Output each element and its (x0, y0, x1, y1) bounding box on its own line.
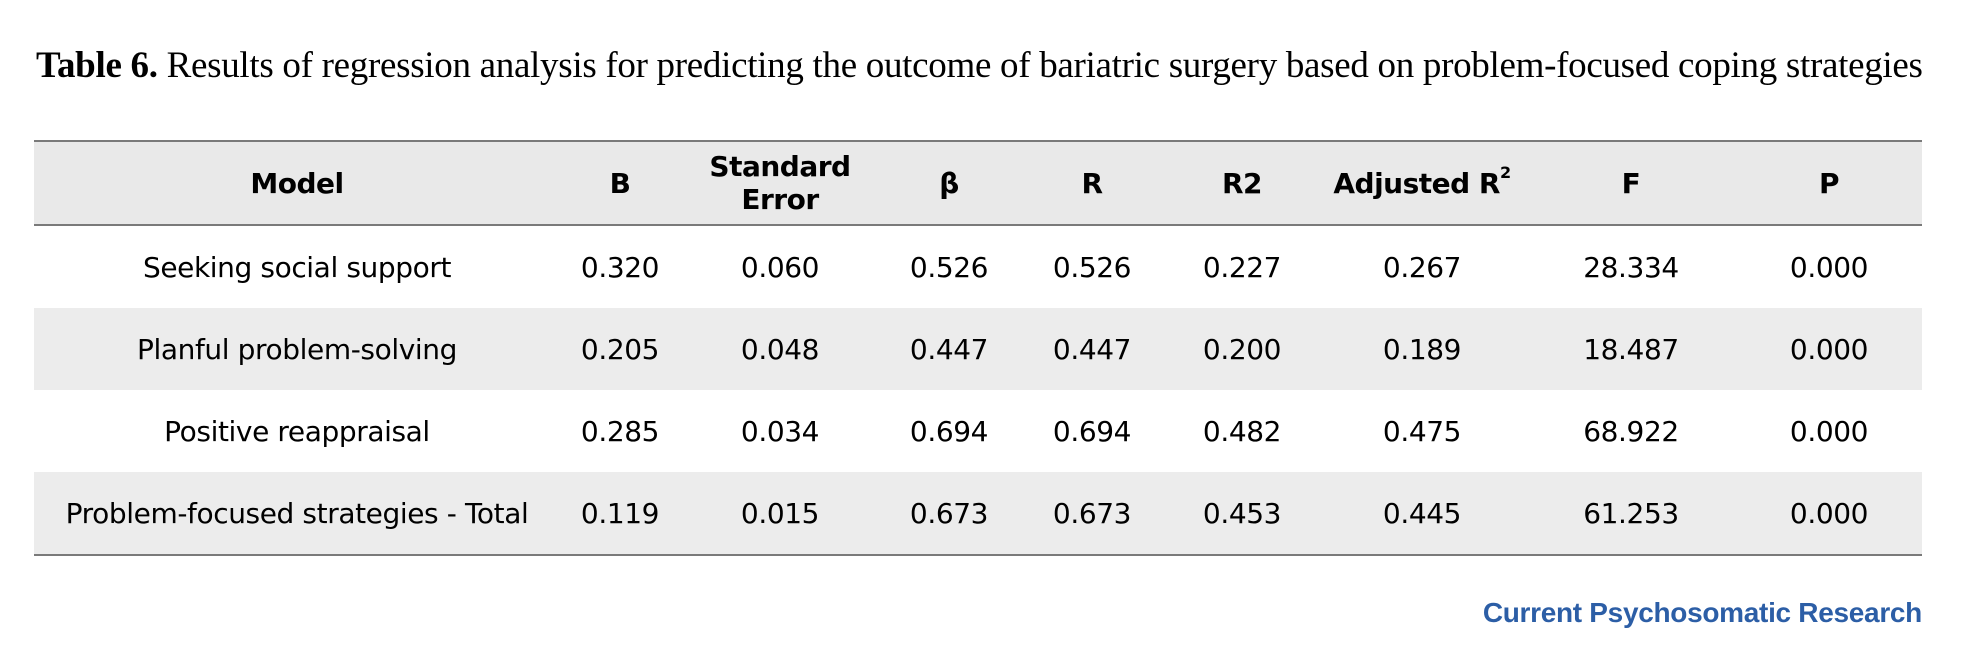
table-caption-text: Results of regression analysis for predi… (157, 45, 1923, 86)
cell-model: Positive reappraisal (164, 414, 430, 448)
cell-beta: 0.694 (909, 414, 989, 448)
cell-f: 68.922 (1583, 414, 1679, 448)
header-f: F (1621, 166, 1641, 200)
cell-model: Seeking social support (142, 250, 452, 284)
header-beta: β (939, 166, 959, 200)
header-adjusted-r2: Adjusted R2 (1318, 141, 1526, 225)
header-p: P (1818, 166, 1840, 200)
header-adjusted-r2-sup: 2 (1500, 162, 1511, 182)
regression-table-container: Model B Standard Error β R R2 Adjusted R… (34, 140, 1922, 556)
cell-p: 0.000 (1789, 414, 1869, 448)
table-header-row: Model B Standard Error β R R2 Adjusted R… (34, 141, 1922, 225)
table-caption-label: Table 6. (36, 45, 158, 86)
cell-r2: 0.200 (1202, 332, 1282, 366)
header-model: Model (250, 166, 344, 200)
table-row: Planful problem-solving 0.205 0.048 0.44… (34, 308, 1922, 390)
table-row: Problem-focused strategies - Total 0.119… (34, 472, 1922, 555)
cell-model: Planful problem-solving (137, 332, 457, 366)
cell-adjusted-r2: 0.189 (1382, 332, 1462, 366)
journal-brand-logo: Current Psychosomatic Research (1482, 597, 1922, 628)
cell-model: Problem-focused strategies - Total (65, 496, 529, 530)
cell-r: 0.526 (1052, 250, 1132, 284)
header-standard-error: Standard Error (709, 150, 851, 216)
header-r: R (1081, 166, 1103, 200)
cell-beta: 0.526 (909, 250, 989, 284)
header-adjusted-r2-label: Adjusted R (1333, 166, 1500, 200)
cell-b: 0.205 (580, 332, 660, 366)
cell-r: 0.694 (1052, 414, 1132, 448)
header-b: B (609, 166, 631, 200)
cell-beta: 0.447 (909, 332, 989, 366)
cell-adjusted-r2: 0.445 (1382, 496, 1462, 530)
cell-r2: 0.482 (1202, 414, 1282, 448)
cell-p: 0.000 (1789, 496, 1869, 530)
table-row: Seeking social support 0.320 0.060 0.526… (34, 225, 1922, 308)
cell-adjusted-r2: 0.475 (1382, 414, 1462, 448)
header-r2: R2 (1221, 166, 1263, 200)
cell-standard-error: 0.015 (740, 496, 820, 530)
table-caption: Table 6. Results of regression analysis … (36, 44, 1936, 87)
cell-b: 0.119 (580, 496, 660, 530)
cell-f: 28.334 (1583, 250, 1679, 284)
cell-r2: 0.453 (1202, 496, 1282, 530)
cell-f: 61.253 (1583, 496, 1679, 530)
cell-p: 0.000 (1789, 250, 1869, 284)
cell-f: 18.487 (1583, 332, 1679, 366)
cell-adjusted-r2: 0.267 (1382, 250, 1462, 284)
cell-standard-error: 0.034 (740, 414, 820, 448)
cell-r2: 0.227 (1202, 250, 1282, 284)
cell-r: 0.673 (1052, 496, 1132, 530)
table-row: Positive reappraisal 0.285 0.034 0.694 0… (34, 390, 1922, 472)
cell-beta: 0.673 (909, 496, 989, 530)
cell-p: 0.000 (1789, 332, 1869, 366)
cell-b: 0.285 (580, 414, 660, 448)
regression-table: Model B Standard Error β R R2 Adjusted R… (34, 140, 1922, 556)
cell-standard-error: 0.060 (740, 250, 820, 284)
cell-r: 0.447 (1052, 332, 1132, 366)
cell-b: 0.320 (580, 250, 660, 284)
cell-standard-error: 0.048 (740, 332, 820, 366)
